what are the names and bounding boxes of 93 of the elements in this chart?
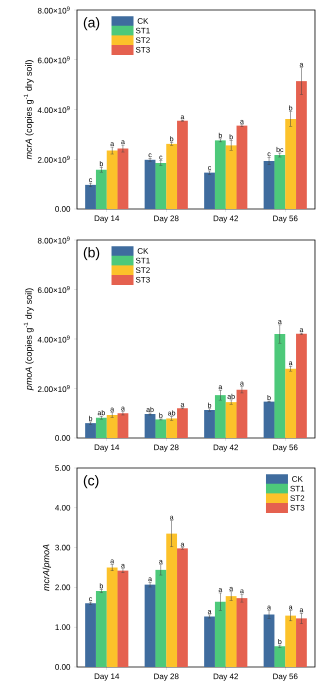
bar: [177, 408, 188, 438]
x-tick-label: Day 42: [214, 216, 238, 223]
bar: [226, 402, 237, 438]
bar: [144, 414, 156, 438]
bar: [236, 598, 248, 667]
legend-label: ST2: [136, 37, 150, 44]
legend-label: ST2: [290, 495, 304, 502]
bar: [85, 184, 96, 209]
y-tick-label: 5.00: [55, 465, 70, 471]
chart-title: (a): [84, 17, 100, 30]
bar: [226, 145, 237, 209]
legend-label: CK: [138, 248, 148, 254]
x-tick-label: Day 28: [154, 216, 179, 223]
bar: [118, 413, 128, 438]
legend-label: ST2: [136, 267, 150, 273]
bar: [155, 570, 166, 667]
y-axis-title: pmoA (copies g$^{-1}$ dry soil): [24, 288, 34, 390]
bar: [96, 170, 107, 209]
bar: [106, 414, 118, 438]
bar: [236, 390, 248, 438]
x-tick-label: Day 28: [154, 674, 179, 681]
bar: [166, 534, 178, 667]
bar: [177, 548, 188, 667]
y-tick-label: 0.00: [55, 664, 70, 670]
bar: [85, 423, 96, 438]
legend-label: ST1: [136, 258, 150, 264]
bar: [214, 602, 226, 667]
bar: [285, 368, 296, 438]
x-tick-label: Day 28: [154, 444, 179, 452]
y-tick-label: 0.00: [55, 206, 70, 212]
y-tick-label: 2.00: [55, 584, 70, 590]
legend-label: ST3: [136, 46, 150, 53]
bar: [274, 155, 286, 209]
bar: [296, 618, 307, 667]
bar: [166, 144, 178, 209]
bar: [264, 402, 274, 438]
bar: [204, 410, 215, 438]
bar: [204, 616, 215, 667]
bar: [155, 419, 166, 438]
bar: [85, 603, 96, 667]
x-tick-label: Day 42: [214, 674, 238, 681]
bar: [118, 570, 128, 667]
y-tick-label: 4.00: [55, 504, 70, 511]
bar: [226, 596, 237, 667]
bar: [285, 118, 296, 209]
y-axis-title: mcrA (copies g$^{-1}$ dry soil): [24, 60, 34, 160]
y-tick-label: 6.00×10$^{9}$: [38, 286, 70, 294]
bar: [106, 150, 118, 209]
bar: [296, 81, 307, 209]
y-tick-label: 1.00: [56, 624, 70, 630]
bar: [96, 590, 107, 667]
chart-title: (b): [84, 247, 100, 260]
x-tick-label: Day 14: [94, 674, 120, 681]
bar: [155, 162, 166, 209]
y-tick-label: 4.00×10$^{9}$: [38, 106, 70, 114]
y-tick-label: 4.00×10$^{9}$: [38, 335, 70, 343]
y-tick-label: 6.00×10$^{9}$: [38, 56, 70, 64]
bar: [264, 614, 274, 667]
bar: [274, 334, 286, 438]
bar: [96, 418, 107, 438]
bar: [214, 140, 226, 209]
x-tick-label: Day 14: [94, 216, 120, 223]
bar: [204, 172, 215, 209]
bar: [144, 584, 156, 667]
bar: [166, 418, 178, 438]
y-tick-label: 3.00: [55, 544, 70, 550]
x-tick-label: Day 14: [94, 444, 120, 452]
bar: [285, 616, 296, 667]
bar: [214, 395, 226, 438]
bar: [106, 567, 118, 667]
x-tick-label: Day 42: [214, 444, 238, 452]
bar: [144, 160, 156, 209]
legend-label: ST3: [136, 276, 150, 283]
bar: [264, 160, 274, 209]
y-tick-label: 8.00×10$^{9}$: [38, 236, 70, 244]
bar: [118, 148, 128, 209]
bar: [177, 120, 188, 209]
legend-label: CK: [138, 18, 148, 24]
bar: [274, 646, 286, 667]
y-tick-label: 2.00×10$^{9}$: [38, 156, 70, 163]
chart-title: (c): [84, 475, 98, 488]
x-tick-label: Day 56: [273, 674, 298, 681]
legend-label: ST1: [290, 486, 304, 492]
y-tick-label: 0.00: [55, 435, 70, 441]
bar: [296, 334, 307, 438]
y-tick-label: 8.00×10$^{9}$: [38, 6, 70, 14]
x-tick-label: Day 56: [273, 444, 298, 452]
legend-label: ST3: [290, 504, 304, 511]
legend-label: CK: [292, 476, 303, 482]
x-tick-label: Day 56: [273, 216, 298, 223]
bar: [236, 126, 248, 209]
legend-label: ST1: [136, 28, 150, 34]
y-tick-label: 2.00×10$^{9}$: [38, 384, 70, 392]
